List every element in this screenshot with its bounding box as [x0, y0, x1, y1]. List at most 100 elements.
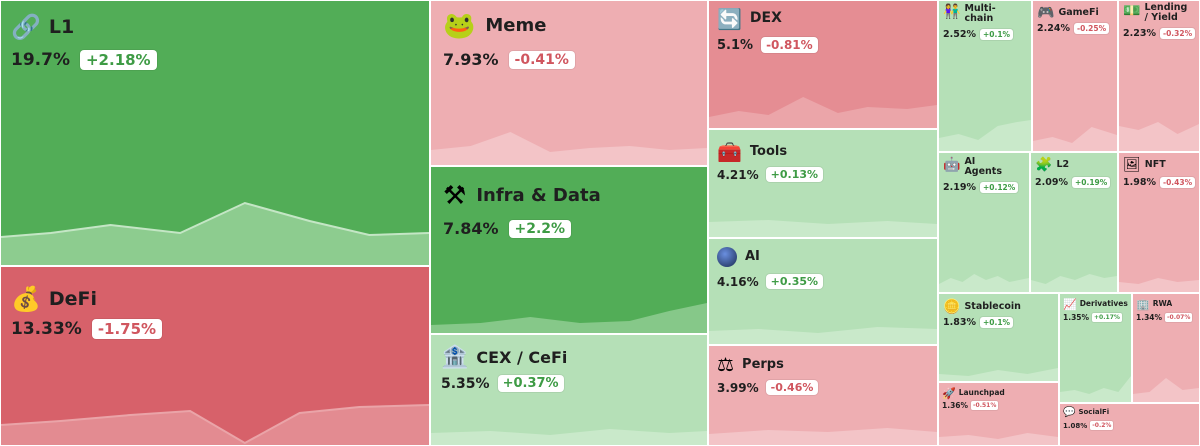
tile-meme[interactable]: 🐸 Meme 7.93% -0.41% — [430, 0, 708, 166]
tile-multi-chain[interactable]: 👫 Multi-chain 2.52% +0.1% — [938, 0, 1032, 152]
change-badge: +0.13% — [765, 167, 824, 182]
sparkline-rwa — [1133, 378, 1199, 402]
change-badge: -0.32% — [1159, 28, 1196, 39]
swap-arrows-icon: 🔄 — [717, 7, 742, 31]
rocket-icon: 🚀 — [942, 387, 956, 400]
change-badge: -0.2% — [1090, 421, 1114, 430]
sparkline-tools — [709, 220, 937, 237]
change-badge: -0.07% — [1165, 313, 1193, 322]
tile-name: L2 — [1056, 158, 1070, 170]
sparkline-derivatives — [1060, 376, 1131, 402]
sparkline-l2 — [1031, 274, 1117, 292]
tile-name: Stablecoin — [964, 300, 1021, 312]
change-badge: -0.46% — [765, 380, 819, 395]
change-badge: -0.41% — [508, 50, 575, 69]
tile-l2[interactable]: 🧩 L2 2.09% +0.19% — [1030, 152, 1118, 293]
robot-icon: 🤖 — [943, 157, 961, 173]
market-share: 7.93% — [443, 50, 499, 69]
market-share: 2.19% — [943, 182, 976, 193]
tile-name: Derivatives — [1079, 299, 1128, 309]
tile-ai-agents[interactable]: 🤖 AI Agents 2.19% +0.12% — [938, 152, 1030, 293]
change-badge: +0.1% — [979, 29, 1014, 40]
tile-name: NFT — [1144, 158, 1166, 170]
change-badge: -1.75% — [91, 319, 163, 339]
change-badge: -0.81% — [761, 37, 818, 53]
change-badge: -0.51% — [971, 401, 999, 410]
tile-derivatives[interactable]: 📈 Derivatives 1.35% +0.17% — [1059, 293, 1132, 403]
people-icon: 👫 — [943, 4, 961, 20]
tile-name: L1 — [48, 15, 75, 38]
market-share: 1.36% — [942, 401, 969, 410]
market-share: 1.08% — [1063, 421, 1088, 430]
tile-name: SocialFi — [1078, 407, 1110, 416]
tile-cex-cefi[interactable]: 🏦 CEX / CeFi 5.35% +0.37% — [430, 334, 708, 446]
tile-dex[interactable]: 🔄 DEX 5.1% -0.81% — [708, 0, 938, 129]
tile-tools[interactable]: 🧰 Tools 4.21% +0.13% — [708, 129, 938, 238]
sparkline-dex — [709, 97, 937, 128]
toolbox-icon: 🧰 — [717, 140, 742, 164]
sparkline-perps — [709, 428, 937, 445]
market-share: 2.52% — [943, 29, 976, 40]
market-share: 4.21% — [717, 167, 759, 182]
market-share: 5.1% — [717, 37, 754, 53]
change-badge: +0.17% — [1092, 313, 1122, 322]
sparkline-stablecoin — [939, 368, 1058, 381]
tile-name: DEX — [749, 10, 782, 27]
chain-link-icon: 🔗 — [11, 13, 41, 41]
tile-name: Lending / Yield — [1144, 2, 1188, 24]
change-badge: +2.18% — [79, 50, 157, 70]
sparkline-infra — [431, 303, 707, 333]
tile-name: Meme — [485, 15, 547, 37]
scales-icon: ⚖ — [717, 354, 735, 376]
sparkline-launchpad — [939, 433, 1058, 445]
gamepad-icon: 🎮 — [1037, 5, 1055, 21]
market-share: 5.35% — [441, 375, 490, 392]
change-badge: +2.2% — [508, 219, 572, 238]
tile-rwa[interactable]: 🏢 RWA 1.34% -0.07% — [1132, 293, 1200, 403]
change-badge: +0.12% — [979, 182, 1019, 193]
hammer-wrench-icon: ⚒ — [443, 181, 467, 211]
tile-socialfi[interactable]: 💬 SocialFi 1.08% -0.2% — [1059, 403, 1200, 446]
tile-ai[interactable]: AI 4.16% +0.35% — [708, 238, 938, 345]
market-share: 1.34% — [1136, 313, 1163, 322]
sparkline-meme — [431, 132, 707, 165]
tile-nft[interactable]: 🖼 NFT 1.98% -0.43% — [1118, 152, 1200, 293]
market-share: 1.35% — [1063, 313, 1090, 322]
change-badge: +0.19% — [1071, 177, 1111, 188]
tile-gamefi[interactable]: 🎮 GameFi 2.24% -0.25% — [1032, 0, 1118, 152]
tile-perps[interactable]: ⚖ Perps 3.99% -0.46% — [708, 345, 938, 446]
market-share: 4.16% — [717, 274, 759, 289]
sparkline-nft — [1119, 278, 1199, 292]
sparkline-aiagents — [939, 274, 1029, 292]
sparkline-lending — [1119, 122, 1199, 151]
tile-name: DeFi — [48, 287, 98, 310]
change-badge: +0.1% — [979, 317, 1014, 328]
market-share: 2.24% — [1037, 23, 1070, 34]
change-badge: +0.35% — [765, 274, 824, 289]
building-icon: 🏢 — [1136, 298, 1150, 311]
tile-name: RWA — [1152, 299, 1173, 309]
market-share: 2.09% — [1035, 177, 1068, 188]
tile-l1[interactable]: 🔗 L1 19.7% +2.18% — [0, 0, 430, 266]
sparkline-ai — [709, 327, 937, 344]
tile-lending-yield[interactable]: 💵 Lending / Yield 2.23% -0.32% — [1118, 0, 1200, 152]
market-share: 3.99% — [717, 380, 759, 395]
change-badge: -0.43% — [1159, 177, 1196, 188]
tile-stablecoin[interactable]: 🪙 Stablecoin 1.83% +0.1% — [938, 293, 1059, 382]
cash-icon: 💵 — [1123, 3, 1141, 19]
market-share: 1.98% — [1123, 177, 1156, 188]
tile-launchpad[interactable]: 🚀 Launchpad 1.36% -0.51% — [938, 382, 1059, 446]
market-share: 19.7% — [11, 50, 70, 70]
market-share: 2.23% — [1123, 28, 1156, 39]
sparkline-l1 — [1, 201, 429, 265]
puzzle-icon: 🧩 — [1035, 157, 1053, 173]
money-bag-icon: 💰 — [11, 285, 41, 313]
tile-name: Tools — [749, 143, 788, 159]
orb-icon — [717, 247, 737, 267]
speech-bubble-icon: 💬 — [1063, 407, 1076, 418]
change-badge: +0.37% — [497, 375, 564, 392]
sparkline-multichain — [939, 120, 1031, 151]
tile-infra-data[interactable]: ⚒ Infra & Data 7.84% +2.2% — [430, 166, 708, 334]
tile-defi[interactable]: 💰 DeFi 13.33% -1.75% — [0, 266, 430, 446]
change-badge: -0.25% — [1073, 23, 1110, 34]
